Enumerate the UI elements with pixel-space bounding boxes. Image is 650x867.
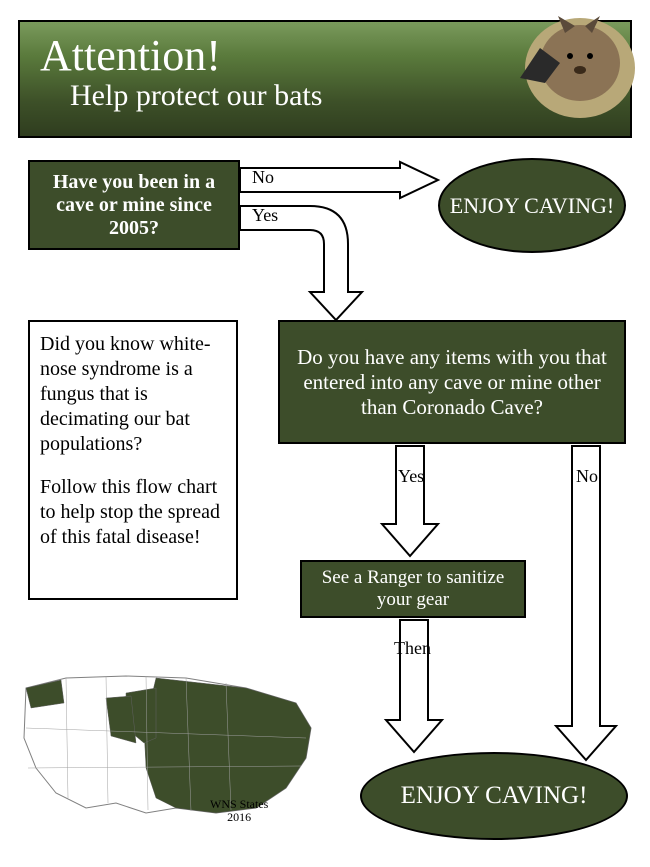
info-box: Did you know white-nose syndrome is a fu… (28, 320, 238, 600)
label-q2-no: No (576, 466, 598, 487)
q2-text: Do you have any items with you that ente… (290, 345, 614, 420)
ranger-text: See a Ranger to sanitize your gear (312, 567, 514, 611)
label-q1-no: No (252, 167, 274, 188)
enjoy1-text: ENJOY CAVING! (450, 193, 614, 219)
label-then: Then (394, 638, 431, 659)
map-caption-l1: WNS States (210, 797, 268, 811)
wns-map (6, 648, 326, 848)
label-q1-yes: Yes (252, 205, 278, 226)
arrow-q2-no (554, 446, 618, 762)
q1-text: Have you been in a cave or mine since 20… (40, 171, 228, 240)
arrow-q2-yes (380, 446, 440, 558)
map-caption: WNS States 2016 (210, 798, 268, 824)
flow-node-ranger: See a Ranger to sanitize your gear (300, 560, 526, 618)
flow-ellipse-enjoy-1: ENJOY CAVING! (438, 158, 626, 253)
map-caption-l2: 2016 (227, 810, 251, 824)
info-p1: Did you know white-nose syndrome is a fu… (40, 332, 226, 457)
enjoy2-text: ENJOY CAVING! (401, 782, 588, 810)
label-q2-yes: Yes (398, 466, 424, 487)
flow-ellipse-enjoy-2: ENJOY CAVING! (360, 752, 628, 840)
flow-node-q2: Do you have any items with you that ente… (278, 320, 626, 444)
flow-node-q1: Have you been in a cave or mine since 20… (28, 160, 240, 250)
info-p2: Follow this flow chart to help stop the … (40, 475, 226, 550)
bat-image (510, 8, 640, 128)
